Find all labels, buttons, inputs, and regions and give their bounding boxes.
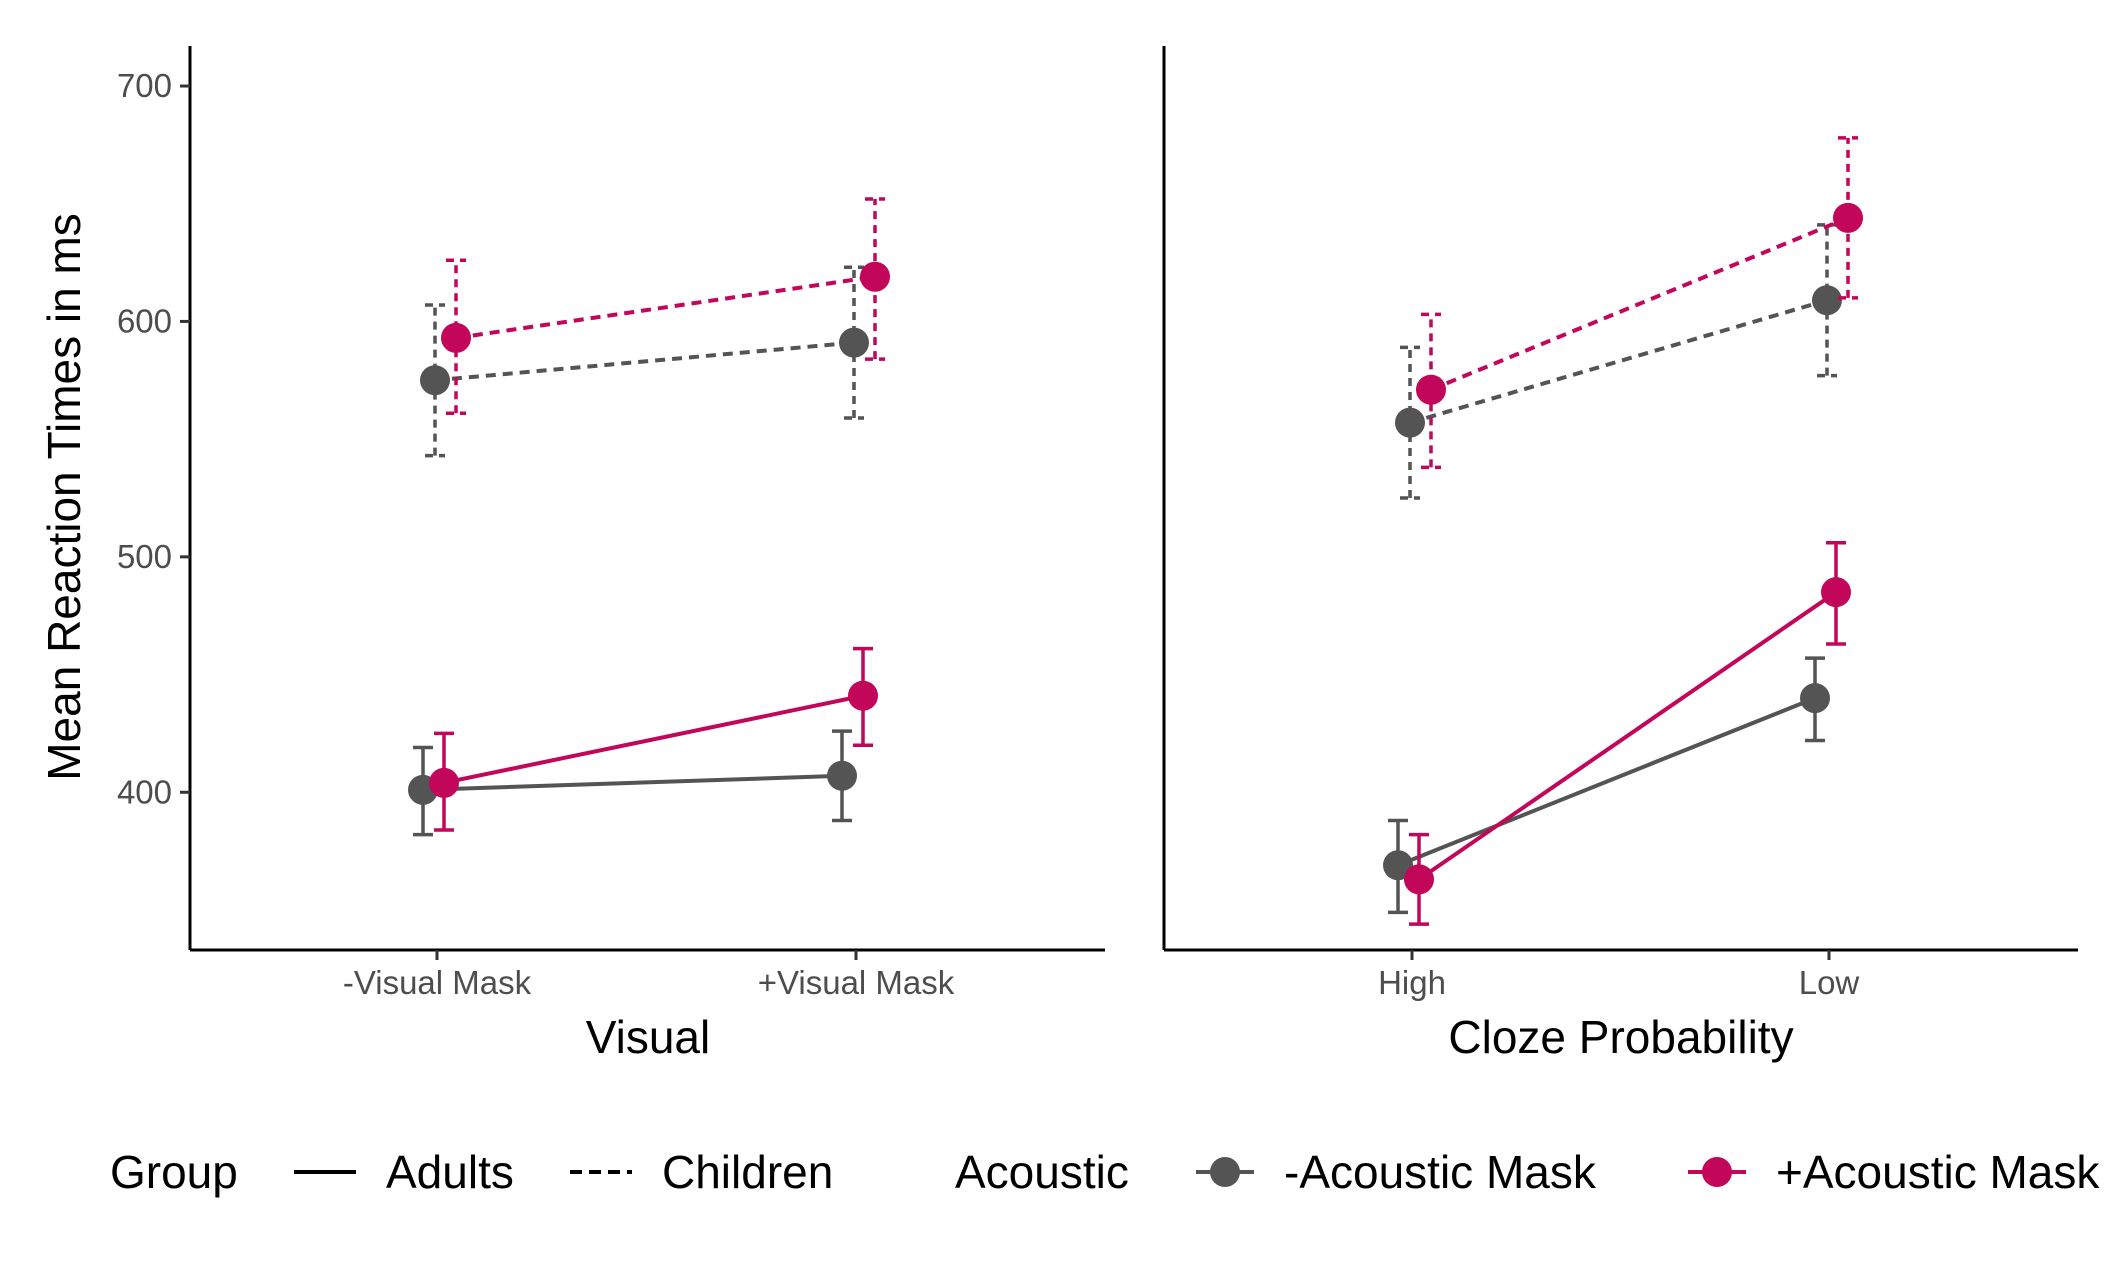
series-line-adults-acoustic-mask (422, 773, 843, 792)
plot-area: -Visual Mask +Visual Mask 400 500 600 700 High… (117, 46, 2078, 1001)
y-tick-label: 700 (117, 67, 172, 104)
legend-acoustic-title: Acoustic (955, 1146, 1129, 1198)
x-tick-label: Low (1799, 964, 1860, 1001)
legend-adults-label: Adults (386, 1146, 514, 1198)
legend-no-mask-label: -Acoustic Mask (1284, 1146, 1597, 1198)
legend-group-title: Group (110, 1146, 238, 1198)
series-line-adults-acoustic-mask (443, 693, 864, 785)
series-line-adults-acoustic-mask (1417, 590, 1838, 882)
data-point-children-acoustic-mask (1812, 285, 1842, 316)
series-line-children-acoustic-mask (1409, 298, 1828, 425)
series-line-children-acoustic-mask (455, 274, 876, 340)
legend: Group Adults Children Acoustic -Acoustic… (110, 1146, 2100, 1198)
legend-no-mask-key-point (1210, 1157, 1240, 1187)
x-axis-title-visual: Visual (586, 1011, 710, 1063)
legend-children-label: Children (662, 1146, 833, 1198)
x-tick-label: -Visual Mask (343, 964, 532, 1001)
data-point-adults-acoustic-mask (827, 760, 857, 791)
x-tick-label: High (1378, 964, 1446, 1001)
data-point-children-acoustic-mask (441, 322, 471, 353)
y-tick-label: 600 (117, 302, 172, 339)
data-point-adults-acoustic-mask (1821, 577, 1851, 608)
data-point-children-acoustic-mask (420, 365, 450, 396)
data-point-adults-acoustic-mask (429, 767, 459, 798)
y-axis-title: Mean Reaction Times in ms (38, 213, 90, 781)
y-tick-label: 400 (117, 773, 172, 810)
legend-mask-key-point (1702, 1157, 1732, 1187)
data-point-children-acoustic-mask (860, 261, 890, 292)
legend-mask-label: +Acoustic Mask (1776, 1146, 2100, 1198)
data-point-children-acoustic-mask (1833, 202, 1863, 233)
data-point-adults-acoustic-mask (848, 680, 878, 711)
series-line-children-acoustic-mask (1430, 216, 1849, 392)
data-point-children-acoustic-mask (1395, 407, 1425, 438)
y-tick-label: 500 (117, 538, 172, 575)
x-tick-label: +Visual Mask (758, 964, 955, 1001)
series-line-children-acoustic-mask (434, 340, 855, 383)
series-line-adults-acoustic-mask (1397, 696, 1816, 868)
data-point-children-acoustic-mask (839, 327, 869, 358)
data-point-children-acoustic-mask (1416, 374, 1446, 405)
data-point-adults-acoustic-mask (1404, 864, 1434, 895)
x-axis-title-cloze: Cloze Probability (1448, 1011, 1793, 1063)
data-point-adults-acoustic-mask (1800, 683, 1830, 714)
data-point-adults-acoustic-mask (1383, 850, 1413, 881)
